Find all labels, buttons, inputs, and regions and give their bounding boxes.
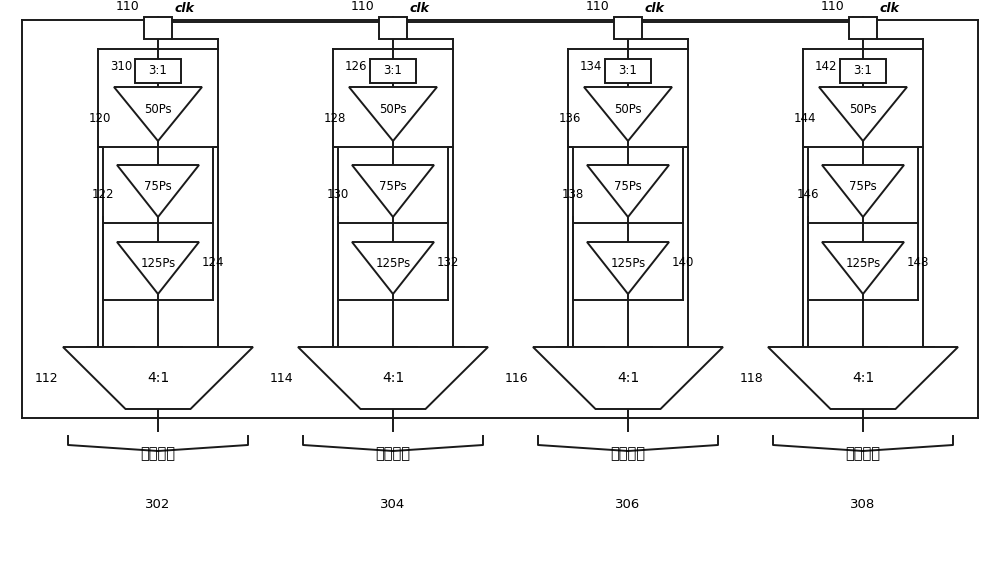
Text: 136: 136 [559, 112, 581, 124]
Text: 4:1: 4:1 [617, 371, 639, 385]
Text: 3:1: 3:1 [854, 65, 872, 78]
Text: 偏移时钟: 偏移时钟 [140, 446, 176, 461]
Text: 116: 116 [504, 372, 528, 385]
Bar [144, 17, 172, 39]
Text: 138: 138 [562, 188, 584, 202]
Text: 120: 120 [89, 112, 111, 124]
Text: 110: 110 [351, 0, 375, 13]
Text: 148: 148 [907, 256, 929, 268]
Text: 3:1: 3:1 [619, 65, 637, 78]
Polygon shape [298, 347, 488, 409]
Bar [135, 59, 181, 83]
Text: 128: 128 [324, 112, 346, 124]
Text: 144: 144 [794, 112, 816, 124]
Text: 112: 112 [34, 372, 58, 385]
Text: 75Ps: 75Ps [379, 180, 407, 194]
Text: 132: 132 [437, 256, 459, 268]
Polygon shape [587, 242, 669, 294]
Text: clk: clk [880, 2, 900, 15]
Text: 50Ps: 50Ps [849, 103, 877, 116]
Polygon shape [114, 87, 202, 141]
Polygon shape [822, 165, 904, 217]
Polygon shape [822, 242, 904, 294]
Text: 302: 302 [145, 498, 171, 510]
Text: 110: 110 [116, 0, 140, 13]
Text: 125Ps: 125Ps [140, 257, 176, 270]
Text: 50Ps: 50Ps [379, 103, 407, 116]
Polygon shape [117, 242, 199, 294]
Text: 310: 310 [110, 60, 132, 74]
Text: 142: 142 [814, 60, 837, 74]
Text: 125Ps: 125Ps [845, 257, 881, 270]
Polygon shape [352, 165, 434, 217]
Text: clk: clk [175, 2, 195, 15]
Bar [379, 17, 407, 39]
Polygon shape [349, 87, 437, 141]
Text: 118: 118 [739, 372, 763, 385]
Polygon shape [352, 242, 434, 294]
Text: 114: 114 [269, 372, 293, 385]
Text: 4:1: 4:1 [382, 371, 404, 385]
Text: 130: 130 [327, 188, 349, 202]
Text: 110: 110 [821, 0, 845, 13]
Text: 偏移时钟: 偏移时钟 [376, 446, 411, 461]
Polygon shape [533, 347, 723, 409]
Text: 124: 124 [202, 256, 224, 268]
Text: 146: 146 [796, 188, 819, 202]
Text: 110: 110 [586, 0, 610, 13]
Text: 3:1: 3:1 [384, 65, 402, 78]
Text: 125Ps: 125Ps [610, 257, 646, 270]
Polygon shape [768, 347, 958, 409]
Text: 50Ps: 50Ps [614, 103, 642, 116]
Bar [614, 17, 642, 39]
Text: clk: clk [410, 2, 430, 15]
Text: 75Ps: 75Ps [849, 180, 877, 194]
Bar [840, 59, 886, 83]
Text: 140: 140 [672, 256, 694, 268]
Bar [849, 17, 877, 39]
Text: 4:1: 4:1 [852, 371, 874, 385]
Text: 306: 306 [615, 498, 641, 510]
Text: 3:1: 3:1 [149, 65, 167, 78]
Text: 122: 122 [92, 188, 114, 202]
Text: 125Ps: 125Ps [375, 257, 411, 270]
Bar [370, 59, 416, 83]
Polygon shape [587, 165, 669, 217]
Polygon shape [117, 165, 199, 217]
Polygon shape [819, 87, 907, 141]
Text: 134: 134 [580, 60, 602, 74]
Text: 75Ps: 75Ps [144, 180, 172, 194]
Text: 偏移时钟: 偏移时钟 [610, 446, 646, 461]
Text: clk: clk [645, 2, 665, 15]
Text: 75Ps: 75Ps [614, 180, 642, 194]
Text: 50Ps: 50Ps [144, 103, 172, 116]
Text: 304: 304 [380, 498, 406, 510]
Text: 偏移时钟: 偏移时钟 [846, 446, 881, 461]
Text: 4:1: 4:1 [147, 371, 169, 385]
Bar [605, 59, 651, 83]
Text: 126: 126 [344, 60, 367, 74]
Polygon shape [63, 347, 253, 409]
Polygon shape [584, 87, 672, 141]
Text: 308: 308 [850, 498, 876, 510]
